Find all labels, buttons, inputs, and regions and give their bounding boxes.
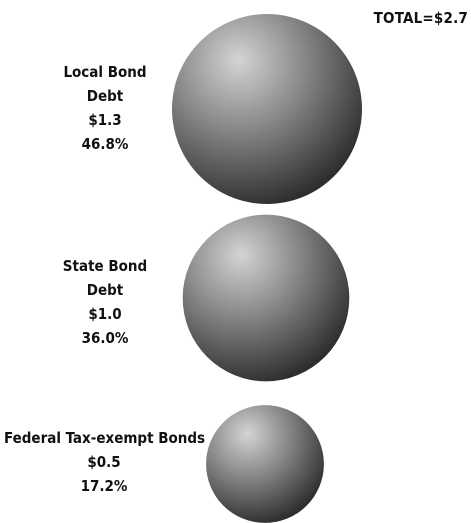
series-name-line-2: Debt xyxy=(86,281,124,299)
series-name-line-1: Federal Tax-exempt Bonds xyxy=(4,429,206,447)
series-name-line-1: State Bond xyxy=(62,257,148,275)
series-value: $1.0 xyxy=(88,305,122,323)
series-label-local-bond-debt: Local Bond Debt $1.3 46.8% xyxy=(50,60,160,156)
series-label-federal-tax-exempt-bonds: Federal Tax-exempt Bonds $0.5 17.2% xyxy=(4,426,206,498)
series-percent: 17.2% xyxy=(80,477,128,495)
series-label-state-bond-debt: State Bond Debt $1.0 36.0% xyxy=(50,254,160,350)
series-percent: 46.8% xyxy=(81,135,129,153)
total-label: TOTAL=$2.7 xyxy=(373,9,468,27)
sphere-state-bond-debt xyxy=(182,214,350,382)
sphere-federal-tax-exempt-bonds xyxy=(206,405,324,523)
series-name-line-1: Local Bond xyxy=(63,63,147,81)
series-value: $0.5 xyxy=(87,453,121,471)
series-value: $1.3 xyxy=(88,111,122,129)
series-name-line-2: Debt xyxy=(86,87,124,105)
sphere-local-bond-debt xyxy=(172,14,362,204)
series-percent: 36.0% xyxy=(81,329,129,347)
